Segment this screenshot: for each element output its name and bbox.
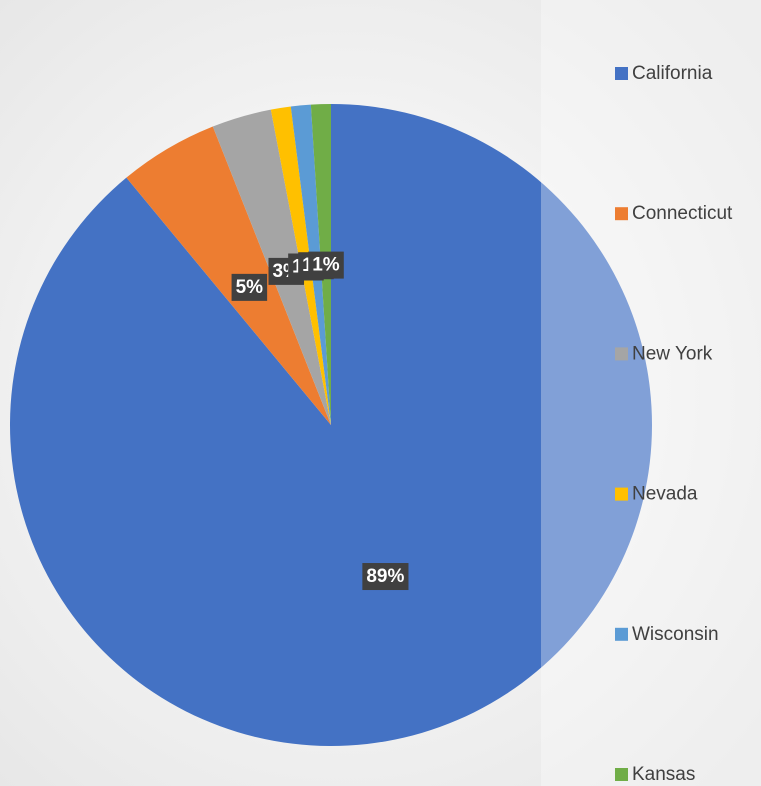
pie-slice: [126, 126, 331, 425]
data-labels: 89%5%3%1%1%1%: [231, 251, 409, 591]
legend-swatch: [615, 768, 628, 781]
pie: [9, 104, 653, 747]
legend-label: Connecticut: [632, 203, 733, 224]
legend-label: Wisconsin: [632, 624, 719, 645]
legend-panel: [541, 0, 761, 786]
legend-label: New York: [632, 343, 713, 364]
pie-slice: [9, 104, 653, 747]
legend-swatch: [615, 207, 628, 221]
legend-label: California: [632, 63, 713, 84]
data-label: 89%: [366, 566, 404, 587]
legend-swatch: [615, 627, 628, 641]
legend-swatch: [615, 347, 628, 361]
data-label-box: [362, 563, 409, 591]
legend-label: Nevada: [632, 484, 698, 505]
data-label-box: [231, 273, 268, 301]
data-label-box: [308, 251, 344, 279]
legend: California Connecticut New York Nevada Wisco…: [615, 63, 733, 785]
legend-swatch: [615, 67, 628, 80]
data-label: 5%: [236, 277, 264, 298]
legend-label: Kansas: [632, 764, 695, 785]
data-label: 1%: [312, 255, 340, 276]
legend-swatch: [615, 487, 628, 501]
